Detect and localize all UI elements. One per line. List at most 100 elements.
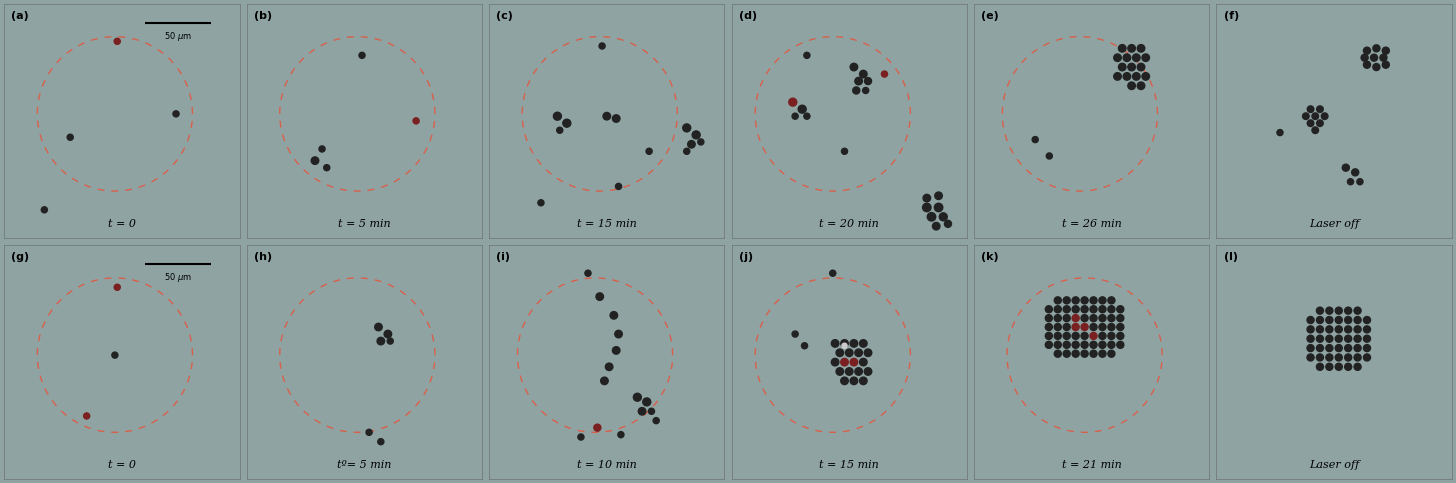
Circle shape bbox=[1137, 63, 1144, 71]
Circle shape bbox=[850, 377, 858, 384]
Circle shape bbox=[1316, 354, 1324, 361]
Circle shape bbox=[1045, 306, 1053, 313]
Text: t = 15 min: t = 15 min bbox=[820, 460, 879, 470]
Circle shape bbox=[601, 377, 609, 384]
Circle shape bbox=[865, 78, 872, 85]
Circle shape bbox=[846, 349, 853, 356]
Circle shape bbox=[114, 284, 121, 290]
Circle shape bbox=[1099, 332, 1107, 340]
Circle shape bbox=[598, 43, 606, 49]
Circle shape bbox=[804, 113, 810, 119]
Text: (g): (g) bbox=[12, 252, 29, 262]
Circle shape bbox=[1335, 363, 1342, 370]
Circle shape bbox=[646, 148, 652, 155]
Circle shape bbox=[83, 413, 90, 419]
Circle shape bbox=[1342, 164, 1350, 171]
Circle shape bbox=[1032, 137, 1038, 142]
Circle shape bbox=[1063, 314, 1070, 322]
Circle shape bbox=[1108, 314, 1115, 322]
Circle shape bbox=[1108, 341, 1115, 348]
Circle shape bbox=[1370, 54, 1377, 61]
Circle shape bbox=[1307, 316, 1315, 324]
Circle shape bbox=[792, 331, 798, 337]
Circle shape bbox=[1091, 350, 1096, 357]
Circle shape bbox=[1307, 335, 1315, 342]
Circle shape bbox=[846, 368, 853, 375]
Circle shape bbox=[537, 200, 545, 206]
Circle shape bbox=[850, 63, 858, 71]
Circle shape bbox=[360, 52, 365, 58]
Circle shape bbox=[1363, 316, 1370, 324]
Text: (b): (b) bbox=[253, 11, 272, 21]
Circle shape bbox=[553, 112, 562, 120]
Circle shape bbox=[1063, 306, 1070, 313]
Circle shape bbox=[648, 408, 655, 414]
Circle shape bbox=[1373, 64, 1380, 71]
Circle shape bbox=[594, 424, 601, 431]
Circle shape bbox=[684, 148, 690, 155]
Circle shape bbox=[1063, 350, 1070, 357]
Circle shape bbox=[1072, 297, 1079, 304]
Circle shape bbox=[945, 220, 952, 227]
Circle shape bbox=[1072, 306, 1079, 313]
Circle shape bbox=[1108, 324, 1115, 330]
Circle shape bbox=[365, 429, 373, 435]
Circle shape bbox=[1072, 332, 1079, 340]
Circle shape bbox=[792, 113, 798, 119]
Circle shape bbox=[610, 312, 617, 319]
Circle shape bbox=[1354, 326, 1361, 333]
Circle shape bbox=[1072, 314, 1079, 322]
Circle shape bbox=[842, 343, 847, 348]
Circle shape bbox=[1128, 82, 1136, 89]
Circle shape bbox=[1354, 307, 1361, 314]
Circle shape bbox=[1099, 350, 1107, 357]
Text: Laser off: Laser off bbox=[1309, 460, 1360, 470]
Circle shape bbox=[1054, 314, 1061, 322]
Circle shape bbox=[1277, 129, 1283, 136]
Circle shape bbox=[1316, 307, 1324, 314]
Circle shape bbox=[1322, 113, 1328, 119]
Circle shape bbox=[1045, 314, 1053, 322]
Text: 50 $\mu$m: 50 $\mu$m bbox=[165, 271, 192, 284]
Circle shape bbox=[1080, 350, 1088, 357]
Circle shape bbox=[1080, 306, 1088, 313]
Circle shape bbox=[1063, 324, 1070, 330]
Circle shape bbox=[1117, 324, 1124, 330]
Circle shape bbox=[683, 124, 690, 132]
Circle shape bbox=[1054, 341, 1061, 348]
Circle shape bbox=[1363, 47, 1370, 54]
Circle shape bbox=[173, 111, 179, 117]
Circle shape bbox=[798, 105, 807, 113]
Circle shape bbox=[831, 340, 839, 347]
Text: Laser off: Laser off bbox=[1309, 218, 1360, 228]
Circle shape bbox=[1099, 306, 1107, 313]
Circle shape bbox=[859, 358, 868, 366]
Circle shape bbox=[1382, 61, 1389, 68]
Circle shape bbox=[642, 398, 651, 406]
Circle shape bbox=[1326, 354, 1332, 361]
Circle shape bbox=[1373, 45, 1380, 52]
Text: t = 21 min: t = 21 min bbox=[1061, 460, 1121, 470]
Text: t = 20 min: t = 20 min bbox=[820, 218, 879, 228]
Circle shape bbox=[1054, 324, 1061, 330]
Circle shape bbox=[927, 213, 936, 221]
Circle shape bbox=[1335, 354, 1342, 361]
Circle shape bbox=[319, 146, 325, 152]
Circle shape bbox=[853, 87, 860, 94]
Circle shape bbox=[67, 134, 73, 140]
Circle shape bbox=[1128, 63, 1136, 71]
Text: (k): (k) bbox=[981, 252, 999, 262]
Circle shape bbox=[1108, 332, 1115, 340]
Circle shape bbox=[613, 115, 620, 122]
Circle shape bbox=[862, 87, 869, 94]
Circle shape bbox=[312, 157, 319, 164]
Circle shape bbox=[1099, 297, 1107, 304]
Circle shape bbox=[836, 349, 843, 356]
Circle shape bbox=[1072, 350, 1079, 357]
Circle shape bbox=[923, 203, 930, 212]
Circle shape bbox=[1080, 314, 1088, 322]
Circle shape bbox=[1307, 120, 1313, 127]
Circle shape bbox=[789, 98, 796, 106]
Circle shape bbox=[1335, 316, 1342, 324]
Circle shape bbox=[1054, 297, 1061, 304]
